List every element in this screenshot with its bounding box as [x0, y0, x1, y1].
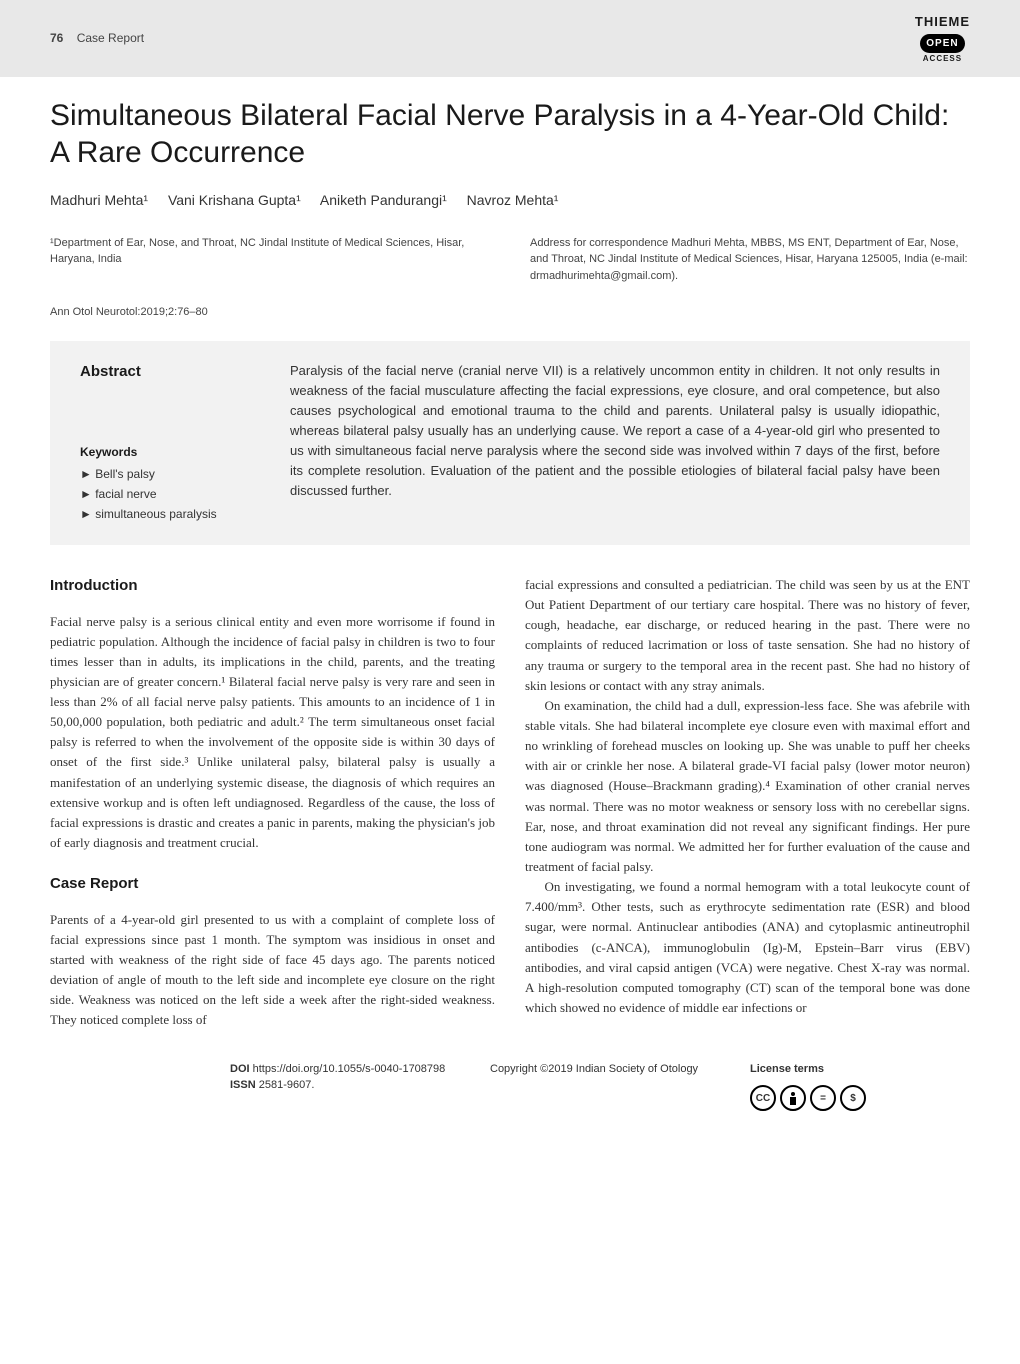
authors-list: Madhuri Mehta¹ Vani Krishana Gupta¹ Anik…	[50, 190, 970, 211]
cc-icons: CC = $	[750, 1085, 970, 1111]
author: Navroz Mehta¹	[467, 192, 559, 208]
page-header-left: 76 Case Report	[50, 29, 144, 47]
introduction-heading: Introduction	[50, 575, 495, 598]
publisher-brand: THIEME	[915, 12, 970, 32]
cc-icon: CC	[750, 1085, 776, 1111]
article-title: Simultaneous Bilateral Facial Nerve Para…	[50, 97, 970, 172]
footer-doi: DOI https://doi.org/10.1055/s-0040-17087…	[230, 1061, 450, 1094]
keywords-heading: Keywords	[80, 443, 260, 461]
case-paragraph-4: On investigating, we found a normal hemo…	[525, 877, 970, 1018]
main-content: Simultaneous Bilateral Facial Nerve Para…	[0, 77, 1020, 1152]
citation: Ann Otol Neurotol:2019;2:76–80	[50, 304, 970, 321]
correspondence: Address for correspondence Madhuri Mehta…	[530, 235, 970, 285]
abstract-box: Abstract Keywords Bell's palsy facial ne…	[50, 341, 970, 546]
abstract-left-col: Abstract Keywords Bell's palsy facial ne…	[80, 361, 260, 526]
case-paragraph-2: facial expressions and consulted a pedia…	[525, 575, 970, 696]
footer-row: DOI https://doi.org/10.1055/s-0040-17087…	[50, 1061, 970, 1112]
footer-copyright: Copyright ©2019 Indian Society of Otolog…	[490, 1061, 710, 1078]
abstract-heading: Abstract	[80, 361, 260, 384]
case-report-heading: Case Report	[50, 873, 495, 896]
header-bar: 76 Case Report THIEME OPEN ACCESS	[0, 0, 1020, 77]
case-paragraph-3: On examination, the child had a dull, ex…	[525, 696, 970, 877]
doi-label: DOI	[230, 1063, 250, 1075]
by-icon	[780, 1085, 806, 1111]
nc-icon: =	[810, 1085, 836, 1111]
author: Aniketh Pandurangi¹	[320, 192, 447, 208]
keyword: simultaneous paralysis	[80, 505, 260, 523]
abstract-text: Paralysis of the facial nerve (cranial n…	[290, 361, 940, 526]
section-label: Case Report	[77, 31, 144, 45]
keyword: Bell's palsy	[80, 465, 260, 483]
open-access-badge: OPEN	[920, 34, 964, 53]
case-paragraph-1: Parents of a 4-year-old girl presented t…	[50, 910, 495, 1031]
publisher-logo: THIEME OPEN ACCESS	[915, 12, 970, 65]
issn-label: ISSN	[230, 1079, 256, 1091]
affiliation-row: ¹Department of Ear, Nose, and Throat, NC…	[50, 235, 970, 285]
affiliation: ¹Department of Ear, Nose, and Throat, NC…	[50, 235, 490, 285]
doi-value: https://doi.org/10.1055/s-0040-1708798	[253, 1063, 446, 1075]
left-column: Introduction Facial nerve palsy is a ser…	[50, 575, 495, 1031]
case-report-text-right: facial expressions and consulted a pedia…	[525, 575, 970, 1018]
case-report-text-left: Parents of a 4-year-old girl presented t…	[50, 910, 495, 1031]
introduction-text: Facial nerve palsy is a serious clinical…	[50, 612, 495, 854]
two-column-body: Introduction Facial nerve palsy is a ser…	[50, 575, 970, 1031]
access-text: ACCESS	[923, 53, 962, 65]
intro-paragraph: Facial nerve palsy is a serious clinical…	[50, 612, 495, 854]
page-number: 76	[50, 31, 63, 45]
issn-value: 2581-9607.	[259, 1079, 315, 1091]
author: Vani Krishana Gupta¹	[168, 192, 301, 208]
keywords-list: Bell's palsy facial nerve simultaneous p…	[80, 465, 260, 523]
license-heading: License terms	[750, 1061, 970, 1078]
nd-icon: $	[840, 1085, 866, 1111]
author: Madhuri Mehta¹	[50, 192, 148, 208]
footer-license: License terms CC = $	[750, 1061, 970, 1112]
keyword: facial nerve	[80, 485, 260, 503]
right-column: facial expressions and consulted a pedia…	[525, 575, 970, 1031]
